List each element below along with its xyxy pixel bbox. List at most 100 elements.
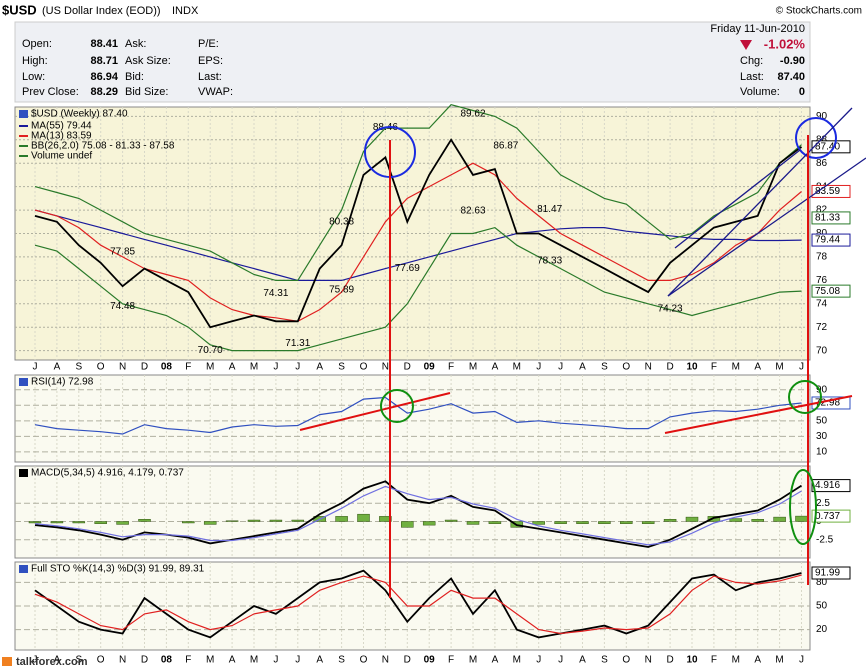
annotation: 75.89 xyxy=(329,284,354,295)
x-tick-label: A xyxy=(492,655,499,666)
annotation: 74.31 xyxy=(263,288,288,299)
quote-value: 0 xyxy=(799,86,805,98)
x-tick-label: J xyxy=(295,655,300,666)
x-tick-label: A xyxy=(492,362,499,373)
x-tick-label: M xyxy=(250,655,258,666)
y-tick-label: 82 xyxy=(816,205,828,216)
channel-line xyxy=(667,107,853,297)
x-tick-label: D xyxy=(404,655,411,666)
panel-title: MACD(5,34,5) 4.916, 4.179, 0.737 xyxy=(31,468,184,479)
legend-swatch xyxy=(19,378,28,386)
annotations-overlay xyxy=(299,107,866,598)
x-tick-label: N xyxy=(382,655,389,666)
highlight-circle xyxy=(795,117,837,159)
value-tag-label: 91.99 xyxy=(815,568,840,579)
x-tick-label: S xyxy=(75,362,82,373)
date: Friday 11-Jun-2010 xyxy=(710,23,805,35)
histogram-bar xyxy=(488,521,502,524)
y-tick-label: 50 xyxy=(816,601,828,612)
histogram-bar xyxy=(707,516,721,522)
x-tick-label: S xyxy=(601,655,608,666)
series-line xyxy=(34,396,802,435)
histogram-bar xyxy=(729,518,743,522)
series-line xyxy=(34,162,802,322)
panel xyxy=(14,374,811,463)
legend-swatch xyxy=(19,565,28,573)
histogram-bar xyxy=(554,521,567,524)
symbol: $USD xyxy=(2,2,37,17)
series-line xyxy=(34,569,802,639)
legend-label: BB(26,2.0) 75.08 - 81.33 - 87.58 xyxy=(31,141,175,152)
x-tick-label: J xyxy=(558,655,563,666)
down-arrow xyxy=(740,40,752,50)
quote-label: High: xyxy=(22,55,48,67)
histogram-bar xyxy=(291,519,305,522)
value-tag-label: 79.44 xyxy=(815,235,840,246)
x-tick-label: A xyxy=(54,655,61,666)
y-tick-label: 90 xyxy=(816,111,828,122)
x-tick-label: J xyxy=(33,655,38,666)
y-tick-label: 20 xyxy=(816,624,828,635)
histogram-bar xyxy=(182,521,195,524)
annotation: 71.31 xyxy=(285,338,310,349)
channel-line xyxy=(674,149,801,249)
histogram-bar xyxy=(751,519,764,522)
histogram-bar xyxy=(641,521,655,524)
y-tick-label: 76 xyxy=(816,275,828,286)
y-tick-label: 88 xyxy=(816,134,828,145)
x-tick-label: D xyxy=(141,655,148,666)
annotation: 74.23 xyxy=(658,304,683,315)
x-tick-label: N xyxy=(119,362,126,373)
value-tag-label: 72.98 xyxy=(815,398,840,409)
x-tick-label: S xyxy=(75,655,82,666)
x-tick-label: J xyxy=(558,362,563,373)
x-tick-label: M xyxy=(250,362,258,373)
y-tick-label: 80 xyxy=(816,577,828,588)
x-tick-label: S xyxy=(338,362,345,373)
panel xyxy=(14,465,811,559)
x-tick-label: D xyxy=(404,362,411,373)
annotation: 74.48 xyxy=(110,301,135,312)
x-tick-label: 09 xyxy=(424,655,436,666)
x-tick-label: A xyxy=(754,362,761,373)
histogram-bar xyxy=(401,521,414,528)
histogram-bar xyxy=(225,520,239,522)
y-tick-label: 72 xyxy=(816,322,828,333)
value-tag-label: 87.40 xyxy=(815,141,840,152)
value-tag xyxy=(811,284,851,298)
x-tick-label: J xyxy=(536,655,541,666)
value-tag xyxy=(811,479,851,493)
x-tick-label: F xyxy=(448,655,454,666)
histogram-bar xyxy=(663,519,677,522)
x-tick-label: A xyxy=(316,655,323,666)
quote-label: Prev Close: xyxy=(22,86,79,98)
legend-swatch xyxy=(19,469,28,477)
quote-label: Open: xyxy=(22,38,52,50)
x-tick-label: M xyxy=(513,655,521,666)
histogram-bar xyxy=(466,521,480,525)
value-tag-label: 4.916 xyxy=(815,480,840,491)
quote-label: Ask Size: xyxy=(125,55,171,67)
watermark-icon xyxy=(2,657,12,666)
x-tick-label: O xyxy=(622,362,630,373)
x-tick-label: M xyxy=(513,362,521,373)
x-tick-label: F xyxy=(711,362,717,373)
panel-title: $USD (Weekly) 87.40 xyxy=(31,109,128,120)
quote-label: P/E: xyxy=(198,38,219,50)
y-tick-label: 2.5 xyxy=(816,498,830,509)
legend-swatch xyxy=(19,110,28,118)
x-tick-label: F xyxy=(448,362,454,373)
watermark: talkforex.com xyxy=(16,656,88,668)
series-line xyxy=(34,209,802,281)
x-tick-label: 09 xyxy=(424,362,436,373)
histogram-bar xyxy=(773,516,786,522)
x-tick-label: J xyxy=(273,655,278,666)
y-tick-label: 86 xyxy=(816,158,828,169)
value-tag xyxy=(811,233,851,247)
histogram-bar xyxy=(116,521,129,525)
x-tick-label: N xyxy=(382,362,389,373)
x-tick-label: D xyxy=(141,362,148,373)
histogram-bar xyxy=(335,516,348,522)
histogram-bar xyxy=(532,521,545,525)
